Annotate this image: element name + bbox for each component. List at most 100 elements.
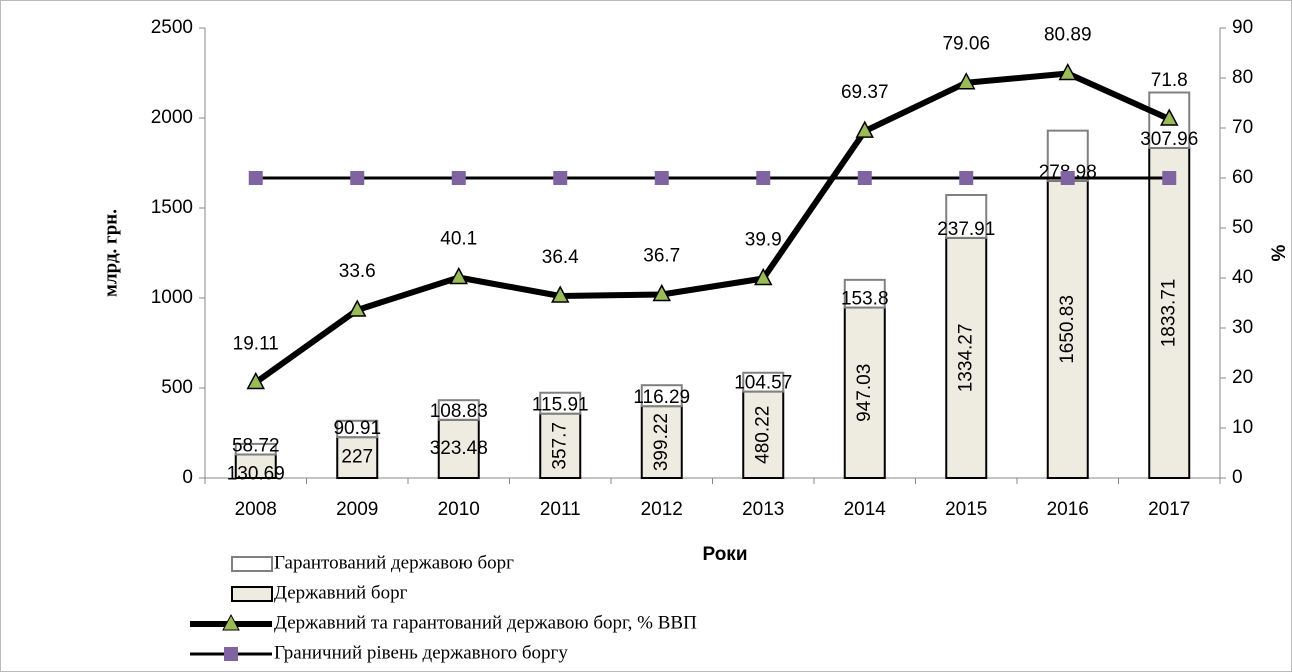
x-tick-label: 2009 <box>336 499 378 520</box>
data-label: 116.29 <box>633 387 690 408</box>
data-label: 1650.83 <box>1057 295 1078 364</box>
data-label: 480.22 <box>752 406 773 464</box>
data-label: 1334.27 <box>955 324 976 393</box>
bar <box>843 306 886 479</box>
bar <box>1046 179 1089 480</box>
y-tick-label: 1000 <box>151 287 193 308</box>
bar <box>843 278 886 309</box>
marker <box>652 283 671 302</box>
y2-tick-label: 20 <box>1232 367 1253 388</box>
bar <box>1148 146 1191 480</box>
marker <box>246 371 265 390</box>
legend-swatch <box>231 586 273 602</box>
y2-axis-label: % <box>1269 244 1290 261</box>
data-label: 115.91 <box>532 395 589 416</box>
y-tick-label: 500 <box>161 377 193 398</box>
bar <box>539 391 582 415</box>
marker <box>754 267 773 286</box>
data-label: 71.8 <box>1151 70 1188 91</box>
bar <box>336 436 379 480</box>
line <box>254 70 1171 385</box>
legend-swatch <box>231 556 273 572</box>
marker <box>1160 108 1179 126</box>
x-tick-label: 2010 <box>438 499 480 520</box>
y-tick-label: 2500 <box>151 17 193 38</box>
data-label: 90.91 <box>333 418 381 439</box>
bar <box>336 419 379 439</box>
data-label: 69.37 <box>841 82 889 103</box>
data-label: 79.06 <box>942 34 990 55</box>
x-tick-label: 2017 <box>1148 499 1190 520</box>
data-label: 947.03 <box>854 364 875 422</box>
marker <box>553 171 568 185</box>
bar <box>945 194 988 239</box>
y2-tick-label: 70 <box>1232 117 1253 138</box>
legend-label: Граничний рівень державного боргу <box>274 642 568 663</box>
data-label: 36.7 <box>643 246 680 267</box>
marker <box>248 171 263 185</box>
marker <box>449 266 468 285</box>
x-tick-label: 2016 <box>1047 499 1089 520</box>
y2-tick-label: 30 <box>1232 317 1253 338</box>
data-label: 227 <box>341 447 373 468</box>
marker <box>1162 171 1177 185</box>
marker <box>451 171 466 185</box>
y2-tick-label: 90 <box>1232 17 1253 38</box>
data-label: 1833.71 <box>1158 279 1179 348</box>
marker <box>1060 171 1075 185</box>
legend-marker <box>224 647 238 661</box>
x-tick-label: 2015 <box>945 499 987 520</box>
data-label: 104.57 <box>734 373 792 394</box>
bar <box>742 390 785 479</box>
y2-tick-label: 0 <box>1232 467 1243 488</box>
bar <box>234 442 277 456</box>
y-tick-label: 0 <box>182 467 193 488</box>
y2-tick-label: 50 <box>1232 217 1253 238</box>
data-label: 80.89 <box>1044 25 1092 46</box>
x-tick-label: 2014 <box>844 499 887 520</box>
y2-tick-label: 40 <box>1232 267 1253 288</box>
marker <box>654 171 669 185</box>
marker <box>756 171 771 185</box>
data-label: 357.7 <box>549 422 570 470</box>
marker <box>551 285 570 303</box>
marker <box>855 120 875 138</box>
data-label: 33.6 <box>339 261 376 282</box>
x-tick-label: 2008 <box>235 499 277 520</box>
bar <box>640 384 683 408</box>
marker <box>957 72 976 90</box>
data-label: 130.69 <box>227 463 285 484</box>
data-label: 108.83 <box>430 401 488 422</box>
data-label: 323.48 <box>430 438 488 459</box>
bar <box>945 236 988 479</box>
legend-marker <box>222 613 240 631</box>
data-label: 153.8 <box>841 289 889 310</box>
bar <box>437 399 480 421</box>
data-label: 399.22 <box>651 413 672 471</box>
bar <box>742 371 785 393</box>
y-tick-label: 1500 <box>151 197 193 218</box>
bar <box>539 412 582 480</box>
data-label: 19.11 <box>233 333 279 354</box>
marker <box>1058 62 1077 81</box>
marker <box>350 171 365 185</box>
bar <box>640 405 683 480</box>
y2-tick-label: 10 <box>1232 417 1253 438</box>
marker <box>959 171 974 185</box>
data-label: 237.91 <box>937 219 995 240</box>
legend-label: Державний борг <box>274 582 408 603</box>
x-tick-label: 2012 <box>641 499 683 520</box>
legend-label: Державний та гарантований державою борг,… <box>274 612 697 633</box>
legend-label: Гарантований державою борг <box>274 552 514 573</box>
data-label: 40.1 <box>440 229 477 250</box>
x-axis-label: Роки <box>703 544 748 565</box>
x-tick-label: 2011 <box>540 499 581 520</box>
marker <box>348 299 367 317</box>
y-axis-label: млрд. грн. <box>100 209 121 297</box>
bar <box>437 418 480 479</box>
x-tick-label: 2013 <box>742 499 784 520</box>
data-label: 307.96 <box>1140 129 1198 150</box>
data-label: 39.9 <box>745 230 782 251</box>
